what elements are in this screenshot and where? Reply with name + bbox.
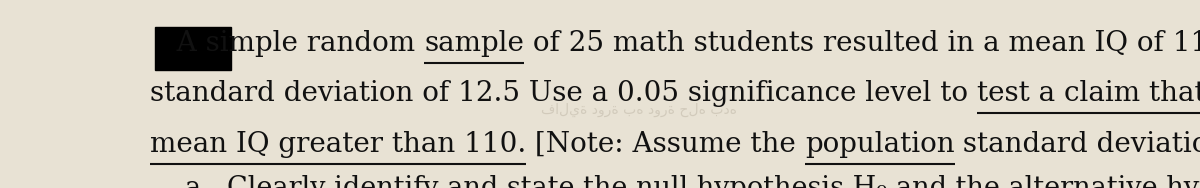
Text: population: population	[805, 131, 954, 158]
Bar	[155, 27, 230, 70]
Text: فالية دورة به دورة حله بده: فالية دورة به دورة حله بده	[540, 102, 737, 117]
Text: a.  Clearly identify and state the null hypothesis H₀ and the alternative hypoth: a. Clearly identify and state the null h…	[185, 174, 1200, 188]
Text: test a claim that math students have a: test a claim that math students have a	[977, 80, 1200, 108]
Text: of 25 math students resulted in a mean IQ of 113.5 with a: of 25 math students resulted in a mean I…	[524, 30, 1200, 57]
Text: standard deviation of 12.5 Use a 0.05 significance level to: standard deviation of 12.5 Use a 0.05 si…	[150, 80, 977, 108]
Text: A simple random: A simple random	[150, 30, 424, 57]
Text: [Note: Assume the: [Note: Assume the	[527, 131, 805, 158]
Text: standard deviation is: standard deviation is	[954, 131, 1200, 158]
Text: mean IQ greater than 110.: mean IQ greater than 110.	[150, 131, 527, 158]
Text: sample: sample	[424, 30, 524, 57]
